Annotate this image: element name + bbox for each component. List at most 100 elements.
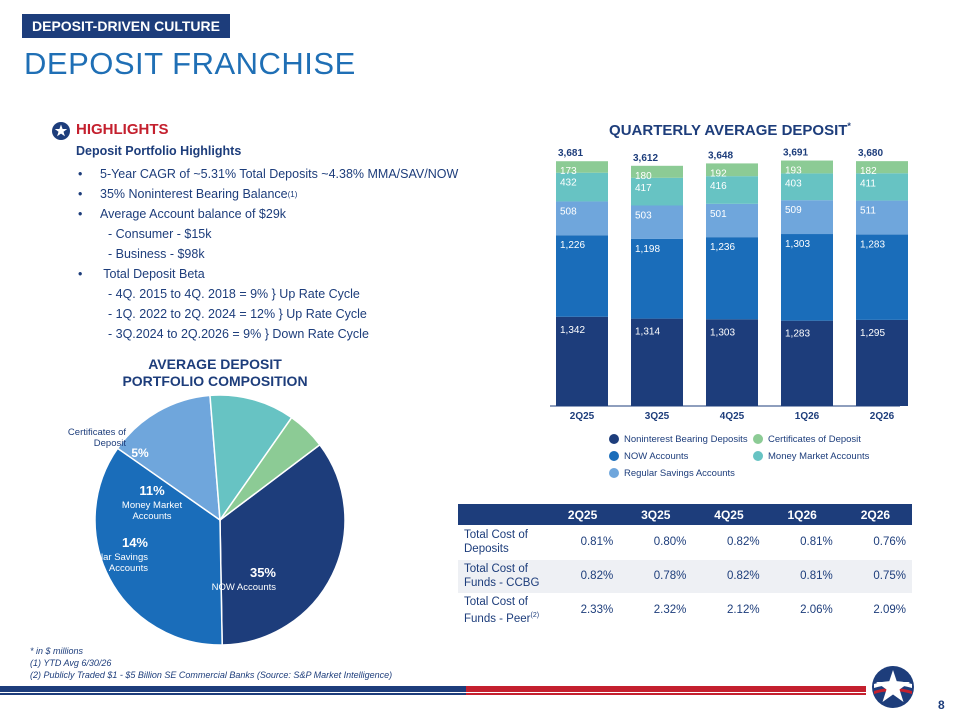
bar-segment (781, 320, 833, 406)
table-cell: 0.76% (838, 525, 912, 560)
legend-label: Certificates of Deposit (768, 434, 861, 445)
bar-chart-title: QUARTERLY AVERAGE DEPOSIT* (560, 121, 900, 139)
pie-slice-name-label: Deposit (94, 438, 127, 449)
highlight-line: - 3Q.2024 to 2Q.2026 = 9% } Down Rate Cy… (78, 324, 498, 344)
bar-segment (856, 161, 908, 174)
highlights-subtitle: Deposit Portfolio Highlights (76, 144, 242, 158)
table-row-label-line: Funds - CCBG (464, 577, 540, 589)
table-cell: 0.81% (765, 559, 839, 594)
pie-slice-pct-label: 14% (122, 535, 148, 550)
footer-bar-red (466, 686, 866, 692)
x-tick-label: 2Q26 (870, 411, 895, 422)
pie-slice-name-label: Regular Savings (78, 552, 148, 563)
bar-segment (706, 319, 758, 406)
table-column-header: 4Q25 (692, 504, 766, 525)
bar-segment-label: 501 (710, 209, 727, 220)
bar-segment-label: 417 (635, 183, 652, 194)
footnote: (1) YTD Avg 6/30/26 (30, 658, 112, 668)
bullet: • (78, 167, 83, 181)
bar-segment-label: 1,303 (710, 327, 735, 338)
legend-swatch (609, 434, 619, 444)
footer-bar-red-thin (466, 693, 866, 695)
bar-segment-label: 1,283 (785, 329, 810, 340)
legend-swatch (753, 451, 763, 461)
highlight-text: 5-Year CAGR of ~5.31% Total Deposits ~4.… (100, 167, 459, 181)
table-row-label-line: Deposits (464, 542, 509, 555)
bar-segment (631, 165, 683, 178)
pie-slice-pct-label: 35% (250, 565, 276, 580)
bar-segment-label: 1,198 (635, 244, 660, 255)
bar-segment-label: 180 (635, 171, 652, 182)
table-cell: 0.75% (838, 559, 912, 594)
x-tick-label: 2Q25 (570, 411, 595, 422)
bar-segment (781, 200, 833, 235)
legend-label: Noninterest Bearing Deposits (624, 434, 748, 445)
pie-chart-title: AVERAGE DEPOSIT PORTFOLIO COMPOSITION (70, 356, 360, 390)
highlight-line: - 4Q. 2015 to 4Q. 2018 = 9% } Up Rate Cy… (78, 284, 498, 304)
footnote: * in $ millions (30, 646, 84, 656)
bar-segment (781, 173, 833, 201)
table-cell: 0.80% (619, 525, 693, 560)
pie-slice-pct-label: 5% (131, 446, 149, 460)
bar-segment (556, 201, 608, 236)
highlight-text: 35% Noninterest Bearing Balance (100, 187, 288, 201)
bar-segment-label: 182 (860, 166, 877, 177)
bar-segment (856, 234, 908, 320)
footnote-ref: (2) (530, 611, 540, 619)
highlight-text: - 3Q.2024 to 2Q.2026 = 9% } Down Rate Cy… (108, 327, 369, 341)
page-title: DEPOSIT FRANCHISE (24, 46, 356, 81)
table-row-label: Total Cost of Funds - Peer(2) (458, 593, 546, 628)
table-cell: 2.32% (619, 593, 693, 628)
bar-segment (631, 238, 683, 319)
page-number: 8 (938, 698, 945, 712)
bar-segment-label: 1,295 (860, 328, 885, 339)
bar-segment-label: 403 (785, 178, 802, 189)
table-cell: 0.82% (692, 525, 766, 560)
bar-total-label: 3,681 (558, 148, 583, 159)
pie-slice-name-label: Accounts (109, 563, 148, 574)
cost-table: 2Q25 3Q25 4Q25 1Q26 2Q26 Total Cost of Deposi… (458, 504, 912, 628)
bar-segment-label: 173 (560, 166, 577, 177)
bar-segment (631, 177, 683, 206)
pie-slice-pct-label: 11% (139, 483, 165, 498)
pie-slice-name-label: Certificates of (68, 427, 126, 438)
highlights-title: HIGHLIGHTS (76, 121, 169, 138)
highlight-text: Average Account balance of $29k (100, 207, 287, 221)
table-row: Total Cost of Funds - Peer(2) 2.33% 2.32% 2.… (458, 593, 912, 628)
bar-segment-label: 192 (710, 168, 727, 179)
bullet: • (78, 187, 83, 201)
table-column-header: 3Q25 (619, 504, 693, 525)
bullet: • (78, 267, 83, 281)
pie-title-line2: PORTFOLIO COMPOSITION (122, 373, 308, 389)
highlight-line: • Average Account balance of $29k (78, 204, 498, 224)
bar-segment-label: 411 (860, 178, 876, 189)
table-row: Total Cost of Deposits 0.81% 0.80% 0.82% 0.81… (458, 525, 912, 560)
footnote: (2) Publicly Traded $1 - $5 Billion SE C… (30, 670, 393, 680)
bar-segment (706, 203, 758, 238)
table-cell: 2.06% (765, 593, 839, 628)
pie-chart: 35%Noninterest BearingDeposits35%NOW Acc… (68, 395, 346, 646)
bar-segment-label: 1,303 (785, 239, 810, 250)
bar-total-label: 3,648 (708, 150, 733, 161)
highlight-line: - Consumer - $15k (78, 224, 498, 244)
table-row-label: Total Cost of Funds - CCBG (458, 559, 546, 594)
bar-total-label: 3,691 (783, 148, 808, 159)
bar-segment-label: 503 (635, 211, 652, 222)
table-row-label-line: Total Cost of (464, 595, 528, 608)
star-bullet-icon (52, 122, 70, 140)
bar-segment-label: 1,283 (860, 240, 885, 251)
bar-segment (856, 200, 908, 235)
bar-segment-label: 1,226 (560, 240, 585, 251)
legend-label: Regular Savings Accounts (624, 468, 735, 479)
highlight-text: Total Deposit Beta (100, 267, 205, 281)
table-cell: 0.82% (546, 559, 620, 594)
legend-label: Money Market Accounts (768, 451, 870, 462)
table-row-label-line: Total Cost of (464, 563, 528, 575)
highlight-text: - Business - $98k (108, 247, 205, 261)
section-tag: DEPOSIT-DRIVEN CULTURE (22, 14, 230, 38)
table-row-label: Total Cost of Deposits (458, 525, 546, 560)
bar-segment-label: 508 (560, 206, 577, 217)
legend-swatch (609, 468, 619, 478)
footnote-ref: (1) (287, 189, 298, 199)
